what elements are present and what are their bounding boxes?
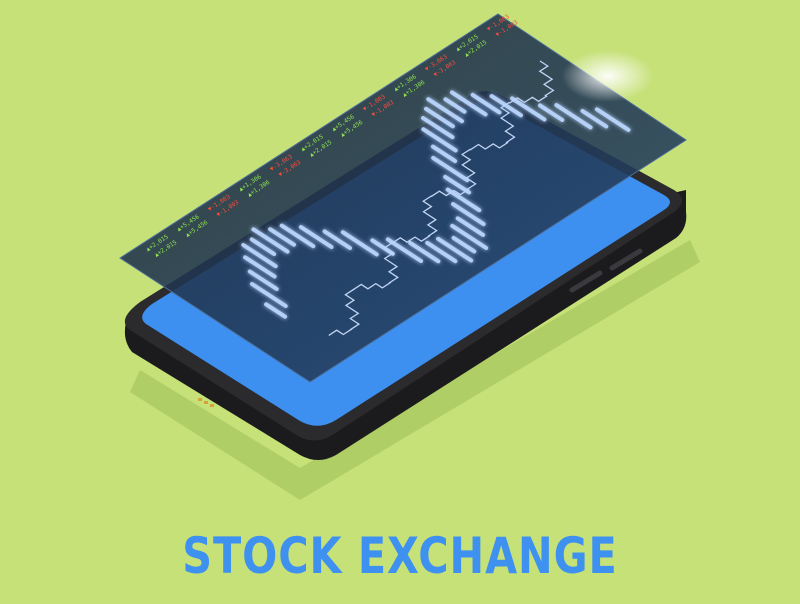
candle-mark — [510, 96, 547, 122]
candle-mark — [250, 282, 288, 308]
candle-mark — [451, 202, 486, 227]
candle-mark — [443, 97, 467, 114]
candle-mark — [421, 127, 458, 153]
page-title: STOCK EXCHANGE — [182, 527, 618, 585]
candle-mark — [298, 225, 334, 249]
charging-port — [198, 398, 214, 407]
candle-mark — [554, 103, 593, 130]
candle-mark — [251, 227, 290, 254]
candle-mark — [594, 107, 631, 132]
candle-mark — [408, 240, 441, 264]
light-flare — [562, 50, 654, 102]
stock-chart-panel: ▲+2,015▲+2,015▲+5,456▲+5,456▼-1,003▼-1,0… — [119, 13, 687, 383]
candle-mark — [580, 109, 609, 129]
glass-panel-edge — [119, 13, 687, 383]
candlestick-glow — [241, 90, 631, 319]
candle-mark — [425, 240, 458, 264]
candle-mark — [243, 255, 277, 279]
candle-mark — [385, 237, 423, 263]
candle-mark — [322, 229, 352, 250]
candle-mark — [455, 216, 486, 237]
candle-mark — [249, 237, 277, 256]
candle-mark — [489, 94, 523, 118]
candle-mark — [241, 243, 278, 269]
candle-mark — [470, 92, 502, 115]
candle-mark — [450, 223, 489, 250]
candle-mark — [450, 90, 488, 117]
candle-mark — [430, 144, 458, 164]
candle-mark — [436, 236, 474, 263]
candle-mark — [279, 223, 316, 249]
candle-mark — [451, 235, 477, 254]
candle-mark — [424, 106, 455, 129]
candle-mark — [268, 227, 296, 247]
phone-side-button — [609, 248, 643, 271]
candle-mark — [445, 187, 482, 213]
candle-mark — [340, 230, 379, 257]
candle-mark — [426, 97, 464, 124]
candle-mark — [443, 174, 472, 195]
candle-mark — [370, 238, 395, 256]
candle-mark — [538, 103, 565, 122]
candle-mark — [431, 155, 470, 183]
phone-side-button — [569, 270, 603, 293]
candle-mark — [247, 269, 279, 291]
candle-mark — [264, 302, 288, 319]
candle-mark — [421, 116, 455, 140]
